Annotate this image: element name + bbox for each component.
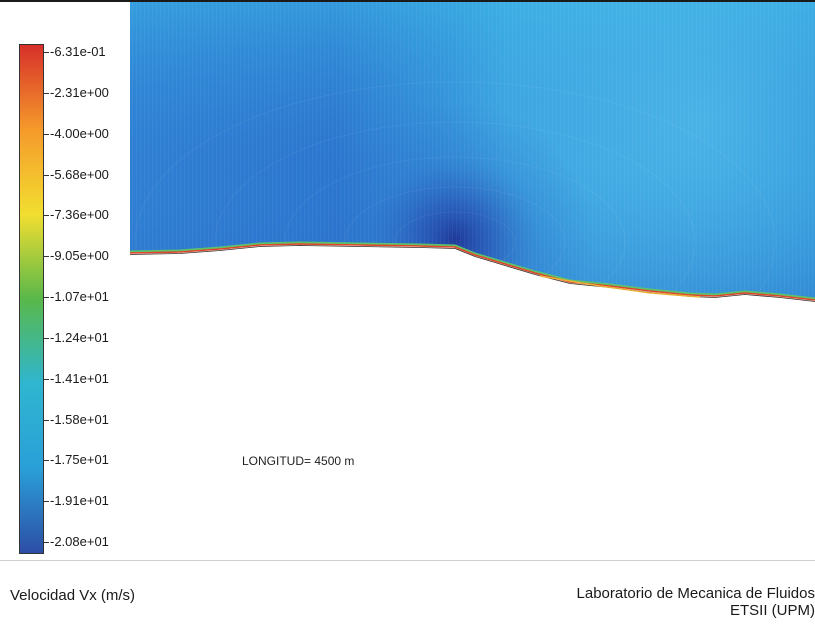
legend-tick-label: -9.05e+00	[50, 248, 109, 263]
legend-tick-label: -6.31e-01	[50, 44, 106, 59]
legend-tick-label: -1.24e+01	[50, 330, 109, 345]
color-legend-bar	[19, 44, 44, 554]
legend-tick	[44, 542, 49, 543]
legend-tick-label: -1.91e+01	[50, 493, 109, 508]
legend-tick	[44, 460, 49, 461]
legend-tick	[44, 297, 49, 298]
legend-tick-label: -2.08e+01	[50, 534, 109, 549]
legend-tick-label: -1.58e+01	[50, 412, 109, 427]
footer-divider	[0, 560, 815, 561]
legend-tick	[44, 420, 49, 421]
legend-tick	[44, 501, 49, 502]
legend-tick-label: -5.68e+00	[50, 167, 109, 182]
legend-tick	[44, 93, 49, 94]
legend-tick-label: -4.00e+00	[50, 126, 109, 141]
legend-tick	[44, 256, 49, 257]
legend-tick	[44, 175, 49, 176]
surface-boundary-layer	[129, 241, 815, 301]
legend-tick	[44, 215, 49, 216]
legend-tick	[44, 338, 49, 339]
contour-plot: -6.31e-01 -2.31e+00 -4.00e+00 -5.68e+00 -7.3…	[0, 0, 815, 554]
lab-name: Laboratorio de Mecanica de Fluidos	[576, 585, 815, 602]
legend-tick-label: -1.07e+01	[50, 289, 109, 304]
credits-block: Laboratorio de Mecanica de Fluidos ETSII…	[577, 585, 815, 619]
legend-tick-label: -7.36e+00	[50, 207, 109, 222]
variable-label: Velocidad Vx (m/s)	[10, 587, 136, 604]
legend-tick	[44, 379, 49, 380]
legend-tick	[44, 134, 49, 135]
legend-tick-label: -1.41e+01	[50, 371, 109, 386]
legend-tick-label: -1.75e+01	[50, 452, 109, 467]
lab-org: ETSII (UPM)	[730, 602, 815, 619]
length-annotation: LONGITUD= 4500 m	[242, 454, 355, 468]
velocity-field	[129, 2, 815, 302]
flow-region	[130, 2, 815, 299]
legend-tick-label: -2.31e+00	[50, 85, 109, 100]
legend-tick	[44, 52, 49, 53]
